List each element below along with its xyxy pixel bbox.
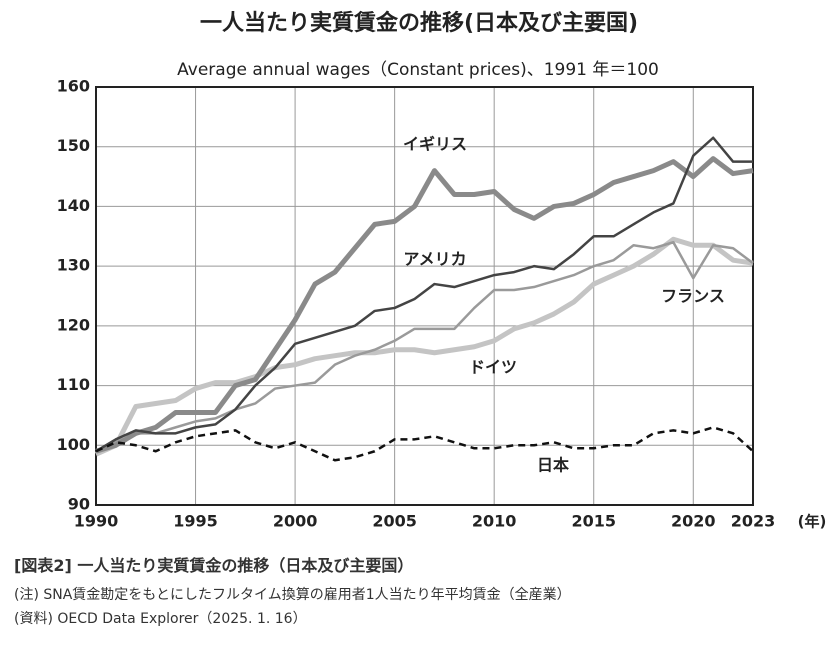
x-tick-label: 2023 xyxy=(731,512,776,531)
x-tick-label: 1990 xyxy=(74,512,119,531)
series-line xyxy=(95,426,754,462)
series-line xyxy=(95,241,754,453)
y-tick-label: 120 xyxy=(57,315,90,334)
x-tick-label: 2020 xyxy=(671,512,716,531)
chart-subtitle: Average annual wages（Constant prices)、19… xyxy=(177,60,659,80)
series-label: イギリス xyxy=(403,135,467,154)
x-tick-label: 1995 xyxy=(173,512,218,531)
y-tick-label: 130 xyxy=(57,256,90,275)
y-tick-label: 160 xyxy=(57,77,90,96)
plot-frame xyxy=(95,86,754,506)
source: (資料) OECD Data Explorer（2025. 1. 16） xyxy=(14,611,307,627)
series-label: アメリカ xyxy=(403,250,466,269)
series-line xyxy=(95,136,753,453)
caption: [図表2] 一人当たり実質賃金の推移（日本及び主要国） xyxy=(14,556,414,575)
x-tick-label: 2005 xyxy=(372,512,417,531)
series-label: ドイツ xyxy=(469,358,517,377)
x-tick-label: 2010 xyxy=(472,512,517,531)
y-tick-label: 110 xyxy=(57,375,90,394)
chart-title: 一人当たり実質賃金の推移(日本及び主要国) xyxy=(200,10,638,36)
notes: [図表2] 一人当たり実質賃金の推移（日本及び主要国） (注) SNA賃金勘定を… xyxy=(14,552,824,632)
x-tick-label: 2015 xyxy=(571,512,616,531)
y-tick-label: 90 xyxy=(68,495,90,514)
x-axis-label: (年) xyxy=(798,513,827,531)
y-tick-label: 140 xyxy=(57,196,90,215)
series-label: 日本 xyxy=(537,456,569,475)
x-tick-label: 2000 xyxy=(273,512,318,531)
chart: 一人当たり実質賃金の推移(日本及び主要国) Average annual wag… xyxy=(57,10,827,531)
series-line xyxy=(94,236,754,457)
y-tick-label: 100 xyxy=(57,435,90,454)
series-line xyxy=(95,156,754,454)
note: (注) SNA賃金勘定をもとにしたフルタイム換算の雇用者1人当たり年平均賃金（全… xyxy=(14,587,571,603)
series-label: フランス xyxy=(661,287,725,306)
y-tick-label: 150 xyxy=(57,136,90,155)
